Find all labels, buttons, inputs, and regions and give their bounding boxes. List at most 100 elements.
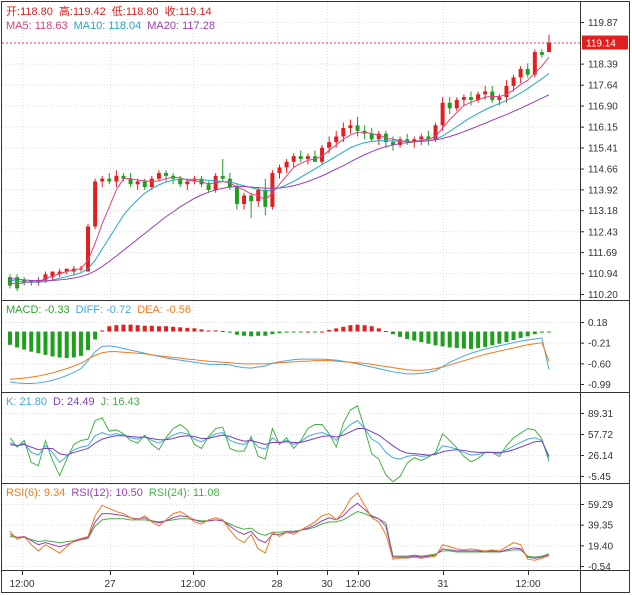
last-price-box: [582, 35, 628, 50]
macd-bar: [242, 331, 247, 336]
legend-value: 119.42: [72, 6, 106, 18]
macd-bar: [369, 326, 374, 332]
candle-body: [426, 136, 431, 140]
legend-label: MA20:: [147, 20, 183, 32]
macd-bar: [348, 325, 353, 332]
legend-value: 21.80: [19, 396, 47, 408]
legend-label: 收:: [164, 6, 179, 18]
candle-body: [64, 268, 69, 272]
candle-body: [114, 175, 119, 182]
legend-value: 119.14: [178, 6, 212, 18]
macd-bar: [518, 331, 523, 338]
macd-bar: [135, 325, 140, 332]
legend-value: -0.72: [106, 304, 132, 316]
legend-label: RSI(12):: [71, 487, 116, 499]
macd-bar: [199, 329, 204, 332]
candle-body: [298, 156, 303, 159]
axis-tick-label: 114.66: [588, 165, 618, 176]
ma-legend-item: MA10: 118.04: [74, 20, 142, 32]
candle-body: [355, 125, 360, 131]
candle-body: [135, 181, 140, 185]
legend-value: 118.80: [20, 6, 53, 18]
ohlc-legend-item: 高:119.42: [59, 6, 106, 18]
axis-tick-label: 116.15: [588, 123, 618, 134]
x-axis-label: 28: [271, 579, 283, 590]
candle-body: [284, 161, 289, 168]
macd-bar: [270, 331, 275, 335]
macd-bar: [412, 331, 417, 341]
candle-body: [327, 142, 332, 148]
axis-tick-label: -0.54: [588, 562, 611, 573]
macd-bar: [291, 331, 296, 333]
macd-bar: [511, 331, 516, 341]
macd-bar: [362, 325, 367, 332]
ohlc-legend: 开:118.80 高:119.42 低:118.80 收:119.14: [6, 5, 218, 19]
macd-bar: [419, 331, 424, 343]
macd-legend-item: MACD: -0.33: [6, 304, 70, 316]
x-axis-label: 31: [437, 579, 449, 590]
x-axis-label: 27: [104, 579, 116, 590]
macd-bar: [234, 331, 239, 335]
candle-body: [348, 125, 353, 129]
candle-body: [156, 173, 161, 179]
candle-body: [504, 85, 509, 98]
macd-bar: [461, 331, 466, 349]
macd-bar: [86, 331, 91, 351]
candle-body: [525, 68, 530, 75]
candle-body: [249, 195, 254, 202]
candle-body: [178, 178, 183, 185]
candle-body: [412, 139, 417, 143]
legend-label: RSI(24):: [148, 487, 193, 499]
macd-legend-item: DEA: -0.56: [137, 304, 191, 316]
macd-bar: [547, 331, 551, 333]
macd-bar: [476, 331, 481, 348]
macd-bar: [107, 326, 112, 332]
macd-bar: [341, 326, 346, 332]
macd-bar: [334, 328, 339, 332]
macd-bar: [263, 331, 268, 336]
axis-tick-label: 118.39: [588, 60, 618, 71]
legend-value: -0.33: [44, 304, 70, 316]
axis-tick-label: 89.31: [588, 409, 613, 420]
legend-value: 24.49: [67, 396, 95, 408]
macd-bar: [15, 331, 20, 348]
rsi-legend-item: RSI(12): 10.50: [71, 487, 143, 499]
kdj-legend-item: J: 16.43: [101, 396, 140, 408]
macd-bar: [256, 331, 261, 336]
x-axis-label: 12:00: [515, 579, 540, 590]
macd-bar: [426, 331, 431, 344]
candle-body: [50, 271, 55, 278]
kdj-legend: K: 21.80 D: 24.49 J: 16.43: [6, 395, 146, 409]
kdj-k-line: [9, 419, 550, 464]
candle-body: [376, 133, 381, 140]
macd-bar: [29, 331, 34, 352]
kdj-legend-item: K: 21.80: [6, 396, 47, 408]
candle-body: [468, 97, 473, 100]
ohlc-legend-item: 低:118.80: [112, 6, 159, 18]
candle-body: [192, 178, 197, 182]
x-axis-label: 12:00: [345, 579, 370, 590]
macd-bar: [355, 324, 360, 332]
candle-body: [29, 279, 34, 283]
macd-bar: [149, 325, 154, 332]
macd-bar: [93, 331, 98, 340]
candle-body: [242, 195, 247, 204]
macd-bar: [8, 331, 12, 345]
candle-body: [497, 97, 502, 100]
rsi6-line: [9, 492, 550, 561]
rsi-legend-item: RSI(24): 11.08: [149, 487, 220, 499]
macd-bar: [305, 331, 310, 333]
axis-tick-label: 115.41: [588, 143, 618, 154]
candle-body: [121, 175, 126, 179]
macd-bar: [327, 329, 332, 332]
axis-tick-label: 119.87: [588, 18, 618, 29]
legend-label: K:: [6, 396, 20, 408]
macd-bar: [440, 331, 445, 347]
macd-dea-line: [9, 342, 550, 380]
axis-tick-label: 111.69: [588, 248, 618, 259]
macd-bar: [43, 331, 48, 355]
x-axis-label: 12:00: [9, 579, 34, 590]
macd-bar: [483, 331, 488, 347]
